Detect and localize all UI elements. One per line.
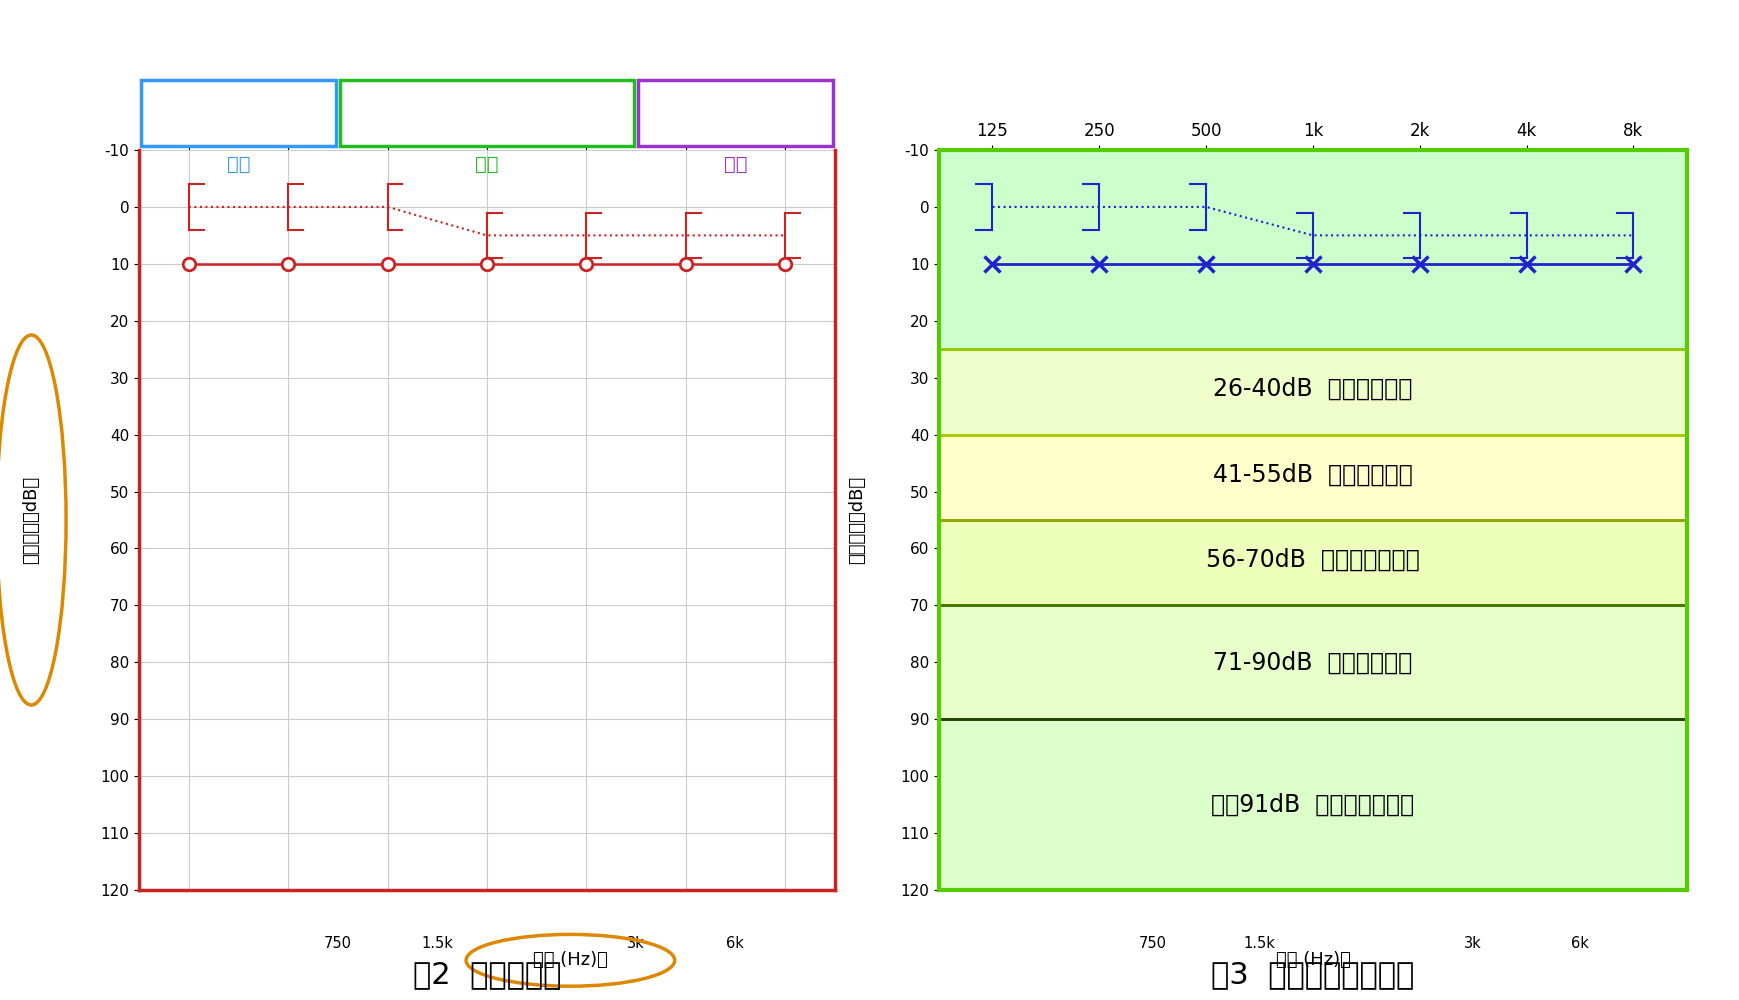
Bar <box>939 349 1687 435</box>
Text: 3k: 3k <box>628 936 645 951</box>
Text: 6k: 6k <box>1570 936 1589 951</box>
Text: 3k: 3k <box>1464 936 1482 951</box>
Text: 频率 (Hz)左: 频率 (Hz)左 <box>1275 951 1351 969</box>
Bar <box>638 80 833 146</box>
Text: 1.5k: 1.5k <box>421 936 454 951</box>
Text: 频率 (Hz)右: 频率 (Hz)右 <box>532 951 609 969</box>
Text: 语频: 语频 <box>475 155 499 174</box>
Text: 56-70dB  中重度听力损失: 56-70dB 中重度听力损失 <box>1207 548 1419 572</box>
Text: 高频: 高频 <box>723 155 748 174</box>
Text: 41-55dB  中度听力损失: 41-55dB 中度听力损失 <box>1214 462 1412 486</box>
Text: 1.5k: 1.5k <box>1243 936 1275 951</box>
Text: 低频: 低频 <box>226 155 250 174</box>
Bar <box>939 605 1687 719</box>
Text: 71-90dB  重度听力损失: 71-90dB 重度听力损失 <box>1214 650 1412 674</box>
Bar <box>939 435 1687 520</box>
Bar <box>141 80 336 146</box>
Text: 750: 750 <box>1139 936 1167 951</box>
Bar <box>339 80 635 146</box>
Text: 26-40dB  轻度听力损失: 26-40dB 轻度听力损失 <box>1214 377 1412 401</box>
Text: 6k: 6k <box>727 936 744 951</box>
Text: 听力级别（dB）: 听力级别（dB） <box>849 476 866 564</box>
Text: 图3  听力障碍分级图示: 图3 听力障碍分级图示 <box>1212 960 1414 990</box>
Bar <box>939 150 1687 349</box>
Text: 大于91dB  极重度听力损失: 大于91dB 极重度听力损失 <box>1212 793 1414 817</box>
Text: 图2  正常听力图: 图2 正常听力图 <box>412 960 562 990</box>
Text: 750: 750 <box>323 936 351 951</box>
Bar <box>939 520 1687 605</box>
Bar <box>939 719 1687 890</box>
Text: 听力级别（dB）: 听力级别（dB） <box>23 476 40 564</box>
